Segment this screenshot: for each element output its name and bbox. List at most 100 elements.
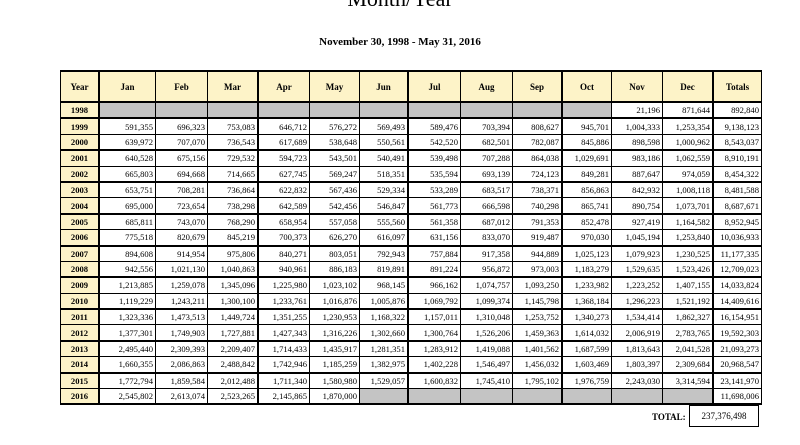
value-cell: 569,247 [309, 165, 360, 183]
value-cell: 842,932 [611, 180, 663, 199]
value-cell: 8,543,037 [712, 133, 762, 151]
value-cell: 8,481,588 [712, 180, 762, 199]
empty-cell [359, 101, 409, 119]
value-cell: 2,783,765 [662, 324, 714, 342]
value-cell: 1,456,032 [512, 356, 563, 374]
value-cell: 791,353 [512, 212, 563, 231]
value-cell: 724,123 [512, 165, 563, 183]
value-cell: 1,300,100 [207, 292, 259, 310]
value-cell: 1,025,123 [561, 244, 612, 262]
value-cell: 887,647 [611, 165, 663, 183]
value-cell: 2,012,488 [207, 371, 259, 390]
value-cell: 1,099,374 [460, 292, 513, 310]
value-cell: 865,741 [561, 197, 612, 215]
value-cell: 1,259,078 [155, 276, 208, 294]
empty-cell [309, 101, 360, 119]
year-cell: 2008 [60, 260, 100, 278]
table-row: 2007 894,608 914,954 975,806 840,271 803,051 7… [60, 244, 762, 262]
value-cell: 729,532 [207, 149, 259, 167]
value-cell: 594,723 [257, 149, 310, 167]
value-cell: 1,749,903 [155, 324, 208, 342]
value-cell: 1,862,327 [662, 308, 714, 326]
value-cell: 945,701 [561, 117, 612, 135]
empty-cell [98, 101, 156, 119]
value-cell: 974,059 [662, 165, 714, 183]
value-cell: 707,288 [460, 149, 513, 167]
table-row: 2011 1,323,336 1,473,513 1,449,724 1,351,255… [60, 308, 762, 326]
value-cell: 1,021,130 [155, 260, 208, 278]
value-cell: 533,289 [407, 180, 461, 199]
value-cell: 561,358 [407, 212, 461, 231]
value-cell: 1,185,259 [309, 356, 360, 374]
value-cell: 2,495,440 [98, 339, 156, 358]
value-cell: 983,186 [611, 149, 663, 167]
value-cell: 1,382,975 [359, 356, 409, 374]
value-cell: 1,000,962 [662, 133, 714, 151]
value-cell: 782,087 [512, 133, 563, 151]
value-cell: 21,093,273 [712, 339, 762, 358]
table-row: 2004 695,000 723,654 738,298 642,589 542,456 5… [60, 197, 762, 215]
value-cell: 1,407,155 [662, 276, 714, 294]
value-cell: 687,012 [460, 212, 513, 231]
value-cell: 2,523,265 [207, 388, 259, 406]
value-cell: 1,523,426 [662, 260, 714, 278]
year-cell: 2015 [60, 371, 100, 390]
table-row: 2013 2,495,440 2,309,393 2,209,407 1,714,433… [60, 339, 762, 358]
value-cell: 653,751 [98, 180, 156, 199]
value-cell: 956,872 [460, 260, 513, 278]
year-cell: 2011 [60, 308, 100, 326]
value-cell: 845,219 [207, 229, 259, 247]
value-cell: 914,954 [155, 244, 208, 262]
column-header: Mar [207, 70, 259, 103]
value-cell: 569,493 [359, 117, 409, 135]
value-cell: 1,795,102 [512, 371, 563, 390]
value-cell: 1,004,333 [611, 117, 663, 135]
value-cell: 1,449,724 [207, 308, 259, 326]
value-cell: 2,309,684 [662, 356, 714, 374]
value-cell: 970,030 [561, 229, 612, 247]
value-cell: 1,283,912 [407, 339, 461, 358]
value-cell: 1,093,250 [512, 276, 563, 294]
value-cell: 622,832 [257, 180, 310, 199]
table-row: 2010 1,119,229 1,243,211 1,300,100 1,233,761… [60, 292, 762, 310]
value-cell: 1,233,982 [561, 276, 612, 294]
value-cell: 1,745,410 [460, 371, 513, 390]
value-cell: 944,889 [512, 244, 563, 262]
value-cell: 555,560 [359, 212, 409, 231]
value-cell: 856,863 [561, 180, 612, 199]
value-cell: 1,062,559 [662, 149, 714, 167]
value-cell: 768,290 [207, 212, 259, 231]
value-cell: 2,006,919 [611, 324, 663, 342]
value-cell: 529,334 [359, 180, 409, 199]
year-cell: 1999 [60, 117, 100, 135]
value-cell: 639,972 [98, 133, 156, 151]
column-header: Aug [460, 70, 513, 103]
value-cell: 1,253,354 [662, 117, 714, 135]
value-cell: 685,811 [98, 212, 156, 231]
value-cell: 591,355 [98, 117, 156, 135]
value-cell: 535,594 [407, 165, 461, 183]
value-cell: 1,281,351 [359, 339, 409, 358]
data-table: Year Jan Feb Mar Apr May Jun Jul Aug Sep Oct Nov Dec… [60, 70, 762, 406]
value-cell: 589,476 [407, 117, 461, 135]
value-cell: 1,859,584 [155, 371, 208, 390]
value-cell: 700,373 [257, 229, 310, 247]
value-cell: 518,351 [359, 165, 409, 183]
year-cell: 2014 [60, 356, 100, 374]
value-cell: 16,154,951 [712, 308, 762, 326]
value-cell: 1,230,525 [662, 244, 714, 262]
value-cell: 626,270 [309, 229, 360, 247]
value-cell: 1,310,048 [460, 308, 513, 326]
empty-cell [460, 388, 513, 406]
year-cell: 2007 [60, 244, 100, 262]
value-cell: 890,754 [611, 197, 663, 215]
empty-cell [512, 101, 563, 119]
value-cell: 576,272 [309, 117, 360, 135]
value-cell: 820,679 [155, 229, 208, 247]
empty-cell [207, 101, 259, 119]
value-cell: 1,230,953 [309, 308, 360, 326]
column-header: Sep [512, 70, 563, 103]
empty-cell [561, 101, 612, 119]
value-cell: 693,139 [460, 165, 513, 183]
value-cell: 919,487 [512, 229, 563, 247]
